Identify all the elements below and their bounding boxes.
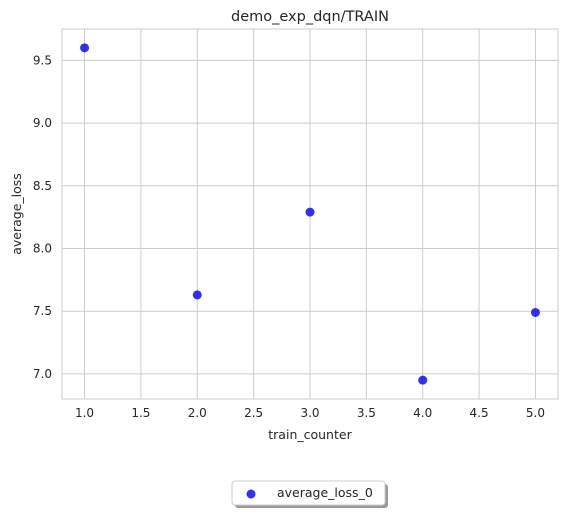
x-tick-label: 2.0 [188, 406, 207, 420]
legend-box [231, 480, 386, 506]
x-tick-label: 4.5 [470, 406, 489, 420]
x-tick-label: 3.0 [300, 406, 319, 420]
y-tick-label: 7.5 [33, 304, 52, 318]
x-tick-label: 1.0 [75, 406, 94, 420]
data-point [80, 43, 90, 53]
plot-frame [61, 28, 559, 400]
legend-series-label: average_loss_0 [277, 485, 373, 500]
data-point [192, 290, 202, 300]
data-point [530, 307, 540, 317]
x-tick-label: 4.0 [413, 406, 432, 420]
x-tick-label: 1.5 [131, 406, 150, 420]
y-tick-label: 7.0 [33, 367, 52, 381]
y-tick-label: 8.0 [33, 241, 52, 255]
data-point [418, 375, 428, 385]
y-tick-label: 9.0 [33, 116, 52, 130]
legend: average_loss_0 [231, 480, 388, 508]
x-tick-labels: 1.0 1.5 2.0 2.5 3.0 3.5 4.0 4.5 5.0 [75, 406, 545, 420]
x-tick-label: 3.5 [357, 406, 376, 420]
y-tick-labels: 7.0 7.5 8.0 8.5 9.0 9.5 [33, 53, 52, 381]
y-axis-label: average_loss [9, 173, 24, 255]
data-point [305, 207, 315, 217]
x-tick-label: 5.0 [526, 406, 545, 420]
y-tick-label: 8.5 [33, 179, 52, 193]
x-axis-label: train_counter [268, 427, 352, 442]
legend-marker [246, 489, 256, 499]
data-points [80, 43, 540, 385]
chart-title: demo_exp_dqn/TRAIN [231, 9, 389, 25]
y-tick-label: 9.5 [33, 53, 52, 67]
x-tick-label: 2.5 [244, 406, 263, 420]
